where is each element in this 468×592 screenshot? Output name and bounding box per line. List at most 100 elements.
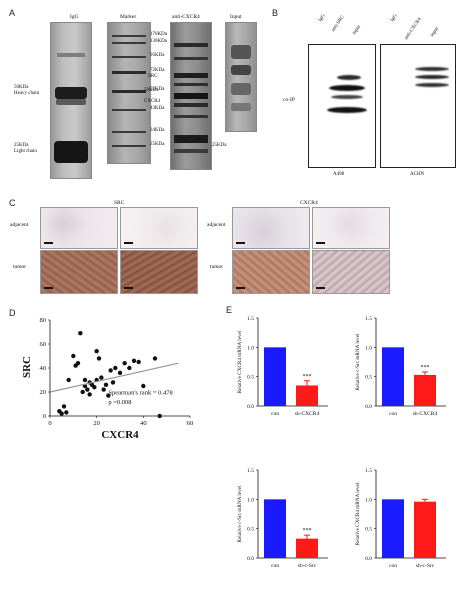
d-x-tick-label: 40: [140, 420, 147, 427]
ihc-src-tumor-2: [120, 250, 198, 294]
d-data-point: [94, 349, 99, 354]
cxcr4-25kda-label: 25KDa: [212, 143, 227, 148]
e-y-tick-label: 1.0: [365, 345, 372, 351]
igg-50kda-label: 50KDa: [14, 85, 29, 90]
ihc-src-adjacent-2: [120, 207, 198, 249]
cxcr4-50kda-label: 50KDa: [144, 88, 159, 93]
d-y-tick-label: 60: [40, 341, 47, 348]
c-title-cxcr4: CXCR4: [300, 200, 318, 206]
c-row-tumor-left: tumor: [13, 264, 27, 270]
c-row-adjacent-right: adjacent: [207, 222, 226, 228]
e-y-tick-label: 0.0: [247, 404, 254, 410]
e-bar-sh-c-Src: [296, 538, 318, 558]
d-data-point: [96, 356, 102, 361]
e-bar-con: [382, 499, 404, 558]
d-data-point: [64, 410, 69, 415]
d-data-point: [108, 368, 113, 373]
lane-label-igg: IgG: [70, 14, 79, 20]
e-category-label: con: [389, 411, 397, 417]
ihc-src-adjacent-1: [40, 207, 118, 249]
d-data-point: [106, 393, 111, 398]
bar-chart-e2: 0.0 0.5 1.0 1.5 Relative c-Src mRNA level con…: [355, 316, 446, 417]
e-y-tick-label: 1.5: [365, 468, 372, 474]
e-significance: ***: [303, 374, 312, 380]
d-ylabel: SRC: [21, 356, 33, 378]
e-y-tick-label: 0.5: [365, 375, 372, 381]
igg-light-chain-label: Light chain: [14, 149, 37, 154]
d-data-point: [80, 389, 85, 395]
d-data-point: [71, 353, 76, 359]
e-bar-sh-CXCR4: [296, 385, 318, 406]
b-cell-achn: ACHN: [410, 172, 425, 177]
e-y-tick-label: 0.0: [247, 556, 254, 562]
d-data-point: [82, 377, 88, 383]
panel-label-e: E: [226, 305, 233, 315]
blot-achn: [380, 44, 456, 168]
b-lane-anti-cxcr4: anti-CXCR4: [404, 17, 423, 41]
d-data-point: [127, 365, 132, 371]
d-data-point: [101, 387, 106, 392]
e-category-label: con: [271, 563, 279, 569]
d-data-point: [157, 413, 162, 419]
blot-a498: [308, 44, 376, 168]
e-category-label: sh-CXCR4: [295, 411, 320, 417]
d-data-point: [131, 358, 137, 363]
bar-chart-e1: 0.0 0.5 1.0 1.5 Relative CXCR4 mRNA level con…: [237, 316, 328, 417]
e-y-tick-label: 1.0: [247, 497, 254, 503]
e-bar-sh-CXCR4: [414, 374, 436, 406]
cxcr4-cxcr4-label: CXCR4: [144, 99, 161, 104]
d-data-point: [87, 392, 92, 397]
ladder-72kda: 72KDa: [150, 68, 165, 73]
ladder-34kda: 34KDa: [150, 128, 165, 133]
gel-anti-cxcr4: [170, 22, 212, 170]
gel-marker: [107, 22, 151, 164]
c-row-tumor-right: tumor: [210, 264, 224, 270]
e-category-label: con: [271, 411, 279, 417]
e-bar-con: [264, 499, 286, 558]
ladder-170kda: 170KDa: [150, 32, 167, 37]
e-y-tick-label: 0.0: [365, 404, 372, 410]
panel-label-b: B: [272, 8, 279, 18]
d-y-tick-label: 40: [40, 365, 47, 372]
b-lane-igg-left: IgG: [318, 13, 327, 23]
d-data-point: [110, 380, 116, 385]
d-data-point: [117, 370, 123, 375]
d-data-point: [59, 411, 64, 416]
panel-label-d: D: [9, 308, 16, 318]
b-lane-input-left: input: [352, 24, 362, 36]
panel-label-a: A: [9, 8, 16, 18]
b-row-label-coip: co-IP: [283, 97, 295, 103]
d-data-point: [92, 385, 97, 390]
ihc-cxcr4-tumor-2: [312, 250, 390, 294]
lane-label-anti-cxcr4: anti-CXCR4: [172, 14, 200, 20]
bar-chart-e4: 0.0 0.5 1.0 1.5 Relative CXCR4 mRNA level con…: [355, 468, 446, 569]
d-data-point: [103, 382, 109, 387]
e-significance: ***: [421, 365, 430, 371]
e-ylabel: Relative c-Src mRNA level: [355, 333, 361, 390]
ladder-25kda: 25KDa: [150, 142, 165, 147]
gel-igg: [50, 22, 92, 179]
e-bar-con: [382, 347, 404, 406]
igg-25kda-label: 25KDa: [14, 143, 29, 148]
ihc-cxcr4-tumor-1: [232, 250, 310, 294]
e-significance: ***: [303, 528, 312, 534]
d-y-tick-label: 0: [43, 413, 46, 420]
e-y-tick-label: 1.0: [247, 345, 254, 351]
d-data-point: [61, 404, 67, 409]
ladder-55kda: 55KDa: [150, 87, 165, 92]
e-ylabel: Relative CXCR4 mRNA level: [355, 482, 361, 545]
d-x-tick-label: 20: [93, 420, 100, 427]
e-category-label: con: [389, 563, 397, 569]
e-y-tick-label: 1.0: [365, 497, 372, 503]
e-bar-con: [264, 347, 286, 406]
ihc-src-tumor-1: [40, 250, 118, 294]
d-trend-line: [49, 362, 179, 393]
ihc-cxcr4-adjacent-2: [312, 207, 390, 249]
e-y-tick-label: 1.5: [247, 316, 254, 322]
d-x-tick-label: 0: [48, 420, 51, 427]
d-annotation-pvalue: p =0.008: [108, 399, 131, 406]
d-data-point: [136, 359, 141, 365]
d-x-tick-label: 60: [187, 420, 194, 427]
ladder-95kda: 95KDa: [150, 53, 165, 58]
e-bar-sh-c-Src: [414, 501, 436, 558]
